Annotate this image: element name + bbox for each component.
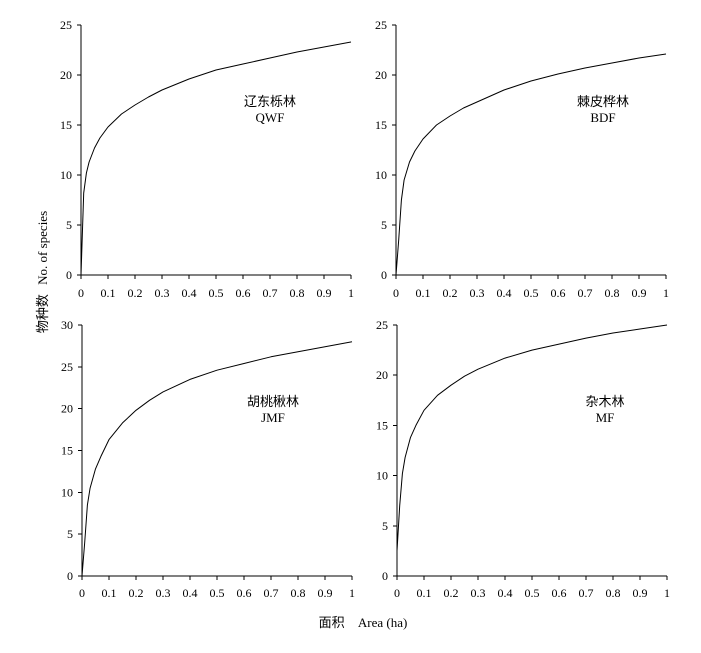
y-axis-label: 物种数 No. of species [35, 211, 50, 333]
y-tick-label: 15 [376, 418, 388, 432]
y-tick-label: 5 [66, 218, 72, 232]
x-tick-label: 0.6 [552, 586, 567, 600]
y-tick-label: 15 [60, 118, 72, 132]
x-tick-label: 0.1 [416, 286, 431, 300]
x-tick-label: 0.1 [102, 586, 117, 600]
y-tick-label: 10 [375, 168, 387, 182]
panel-bdf: 0 5 10 15 20 25 0 0.1 0.2 0.3 0.4 0.5 0.6 0.7 0.8 0.9 1 棘… [375, 18, 669, 300]
x-tick-label: 0.5 [210, 586, 225, 600]
y-tick-label: 10 [376, 469, 388, 483]
x-tick-label: 0.3 [156, 586, 171, 600]
x-tick-label: 0.1 [417, 586, 432, 600]
y-tick-label: 10 [60, 168, 72, 182]
x-tick-label: 0.7 [263, 286, 278, 300]
x-tick-label: 0.4 [497, 286, 512, 300]
species-area-curve [80, 41, 352, 276]
x-tick-label: 0.4 [182, 286, 197, 300]
x-tick-label: 0.7 [579, 586, 594, 600]
x-tick-label: 0.8 [290, 286, 305, 300]
x-tick-label: 0.6 [236, 286, 251, 300]
forest-type-name: 辽东栎林 [244, 94, 296, 109]
x-tick-label: 0.2 [128, 286, 143, 300]
y-tick-label: 15 [375, 118, 387, 132]
x-axis-label-en: Area (ha) [358, 615, 407, 630]
x-tick-label: 0.9 [632, 286, 647, 300]
y-tick-label: 0 [67, 569, 73, 583]
y-tick-label: 25 [61, 360, 73, 374]
y-tick-label: 0 [66, 268, 72, 282]
forest-type-name: 棘皮桦林 [577, 94, 629, 109]
forest-type-code: MF [596, 410, 615, 425]
y-tick-label: 25 [375, 18, 387, 32]
y-tick-label: 0 [382, 569, 388, 583]
forest-type-name: 胡桃楸林 [247, 394, 299, 409]
y-tick-label: 20 [61, 402, 73, 416]
x-tick-label: 0.5 [209, 286, 224, 300]
x-tick-label: 0.7 [264, 586, 279, 600]
x-tick-label: 0.9 [633, 586, 648, 600]
y-tick-label: 25 [376, 318, 388, 332]
x-tick-label: 0 [78, 286, 84, 300]
panel-qwf: 0 5 10 15 20 25 0 0.1 0.2 0.3 0.4 0.5 0.6 0.7 0.8 0.9 1 辽… [60, 18, 354, 300]
x-tick-label: 0.1 [101, 286, 116, 300]
species-area-curve [81, 341, 353, 577]
forest-type-code: QWF [256, 110, 285, 125]
x-tick-label: 1 [664, 586, 670, 600]
x-tick-label: 0 [393, 286, 399, 300]
x-tick-label: 1 [663, 286, 669, 300]
species-area-curve [396, 324, 668, 551]
y-tick-label: 20 [60, 68, 72, 82]
x-tick-label: 0.6 [237, 586, 252, 600]
x-tick-label: 0.5 [524, 286, 539, 300]
y-tick-label: 5 [381, 218, 387, 232]
x-tick-label: 0.2 [129, 586, 144, 600]
x-tick-label: 0.3 [471, 586, 486, 600]
forest-type-code: BDF [590, 110, 615, 125]
forest-type-name: 杂木林 [585, 394, 624, 409]
x-tick-label: 0 [394, 586, 400, 600]
x-tick-label: 0.3 [155, 286, 170, 300]
x-tick-label: 0.8 [605, 286, 620, 300]
species-area-curve [395, 53, 667, 276]
x-tick-label: 0.6 [551, 286, 566, 300]
x-tick-label: 0.8 [606, 586, 621, 600]
x-tick-label: 0.2 [444, 586, 459, 600]
x-tick-label: 0.5 [525, 586, 540, 600]
y-tick-label: 10 [61, 485, 73, 499]
y-axis-label-en: No. of species [35, 211, 50, 285]
y-axis-label-cn: 物种数 [35, 294, 50, 333]
y-tick-label: 5 [67, 527, 73, 541]
x-tick-label: 0 [79, 586, 85, 600]
x-tick-label: 0.2 [443, 286, 458, 300]
x-axis-label: 面积 Area (ha) [319, 615, 408, 630]
x-axis-label-cn: 面积 [319, 615, 345, 630]
x-tick-label: 0.3 [470, 286, 485, 300]
y-tick-label: 0 [381, 268, 387, 282]
y-tick-label: 20 [376, 368, 388, 382]
panel-mf: 0 5 10 15 20 25 0 0.1 0.2 0.3 0.4 0.5 0.6 0.7 0.8 0.9 1 杂… [376, 318, 670, 600]
forest-type-code: JMF [261, 410, 285, 425]
x-tick-label: 1 [348, 286, 354, 300]
y-tick-label: 20 [375, 68, 387, 82]
x-tick-label: 1 [349, 586, 355, 600]
x-tick-label: 0.4 [498, 586, 513, 600]
y-tick-label: 30 [61, 318, 73, 332]
y-tick-label: 5 [382, 519, 388, 533]
x-tick-label: 0.7 [578, 286, 593, 300]
x-tick-label: 0.8 [291, 586, 306, 600]
x-tick-label: 0.9 [318, 586, 333, 600]
y-tick-label: 15 [61, 444, 73, 458]
panel-jmf: 0 5 10 15 20 25 30 0 0.1 0.2 0.3 0.4 0.5 0.6 0.7 0.8 0.9… [61, 318, 355, 600]
x-tick-label: 0.9 [317, 286, 332, 300]
y-tick-label: 25 [60, 18, 72, 32]
x-tick-label: 0.4 [183, 586, 198, 600]
